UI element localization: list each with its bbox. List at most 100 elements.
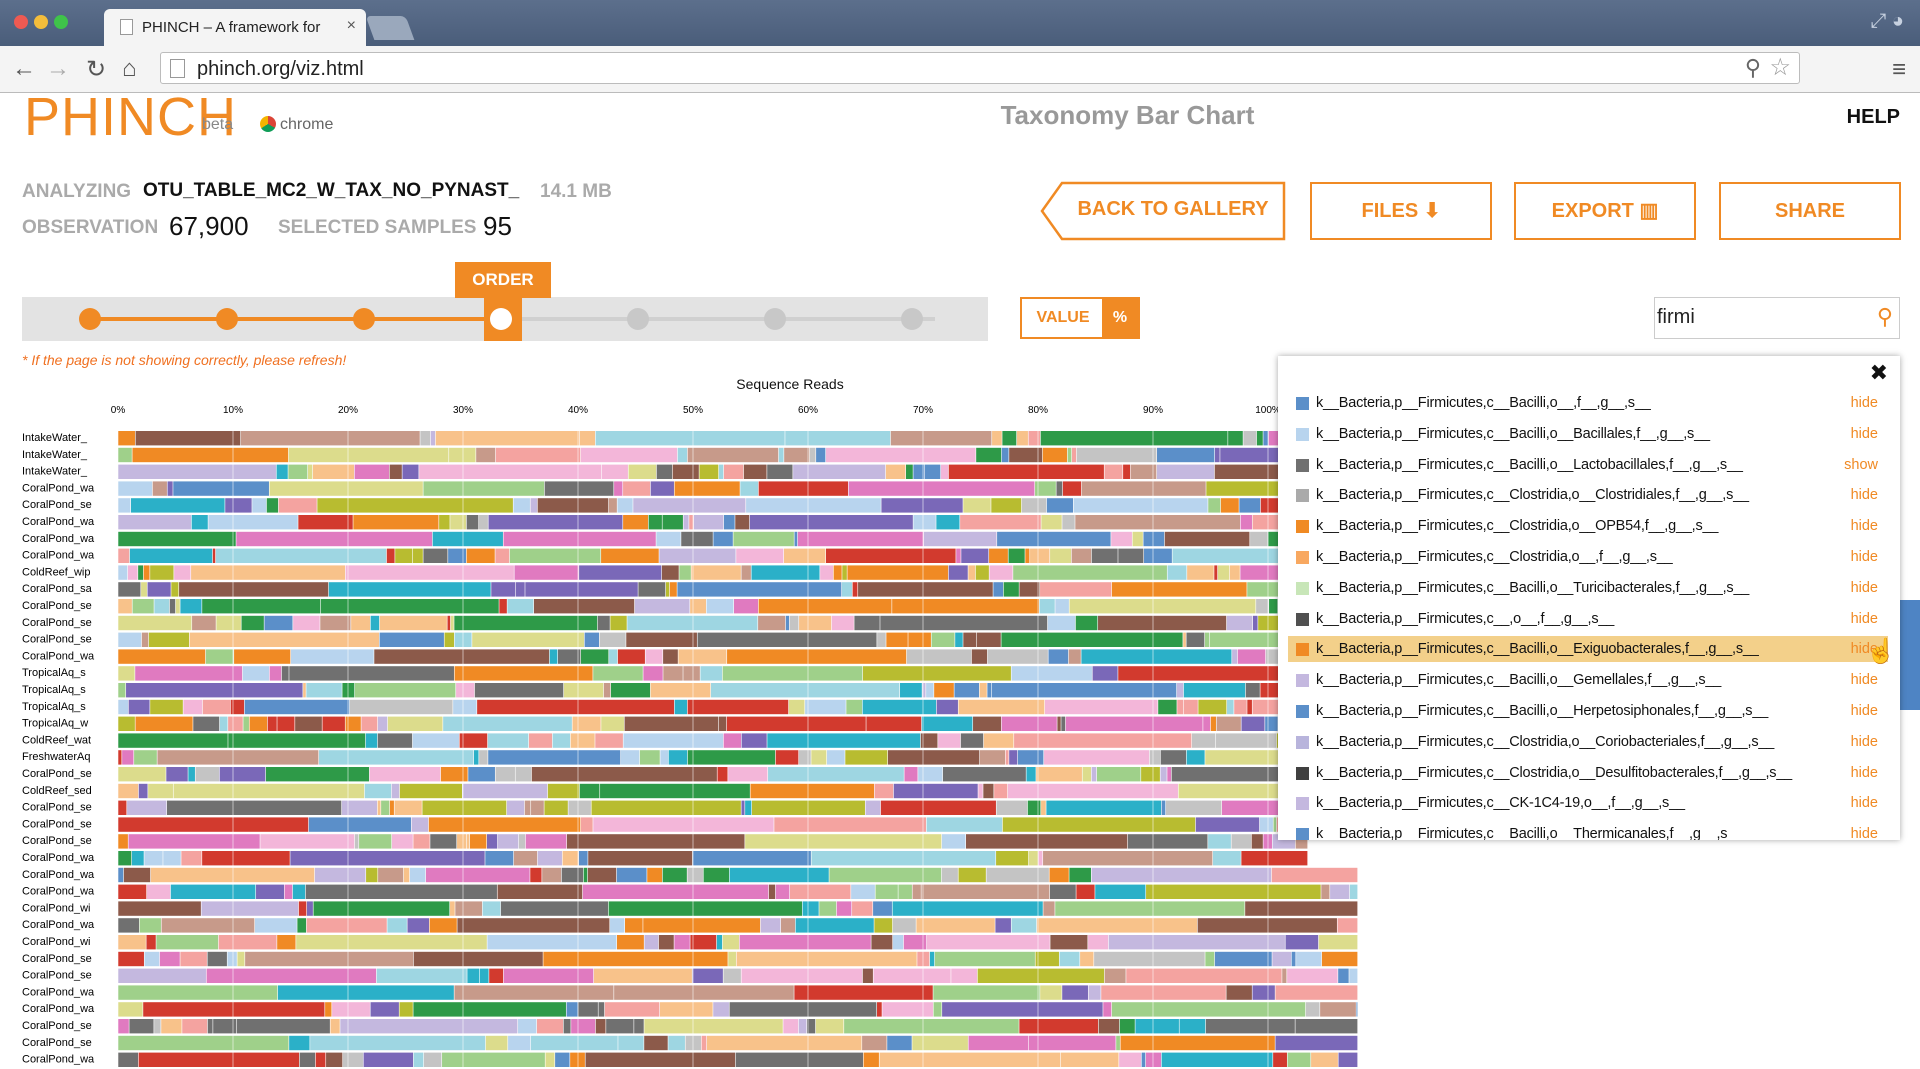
bar-segment[interactable] (741, 800, 745, 815)
bar-segment[interactable] (593, 968, 692, 983)
bar-segment[interactable] (679, 565, 691, 580)
bar-segment[interactable] (609, 649, 618, 664)
bar-segment[interactable] (135, 716, 193, 731)
bar-segment[interactable] (614, 985, 794, 1000)
bar-segment[interactable] (580, 447, 678, 463)
bar-segment[interactable] (992, 431, 1002, 446)
bar-segment[interactable] (647, 867, 663, 883)
bar-segment[interactable] (745, 834, 942, 849)
bar-segment[interactable] (789, 615, 799, 631)
bar-segment[interactable] (644, 1019, 783, 1034)
bar-segment[interactable] (710, 683, 900, 698)
bar-segment[interactable] (852, 901, 873, 916)
bar-segment[interactable] (486, 834, 498, 849)
bar-segment[interactable] (951, 968, 978, 983)
bar-segment[interactable] (1215, 733, 1277, 748)
bar-segment[interactable] (587, 867, 617, 883)
bar-segment[interactable] (1256, 599, 1269, 614)
bar-segment[interactable] (1049, 867, 1069, 883)
hide-link[interactable]: hide (1850, 610, 1878, 627)
bar-segment[interactable] (993, 582, 1004, 597)
bar-segment[interactable] (563, 683, 604, 698)
bar-segment[interactable] (284, 884, 293, 899)
bar-segment[interactable] (1008, 548, 1025, 563)
bar-segment[interactable] (1001, 447, 1009, 463)
bar-segment[interactable] (989, 548, 1008, 563)
bar-segment[interactable] (443, 716, 572, 731)
bar-segment[interactable] (315, 1052, 326, 1067)
bar-segment[interactable] (767, 464, 793, 479)
bar-segment[interactable] (278, 498, 317, 513)
back-icon[interactable]: ← (12, 55, 36, 82)
bar-segment[interactable] (1287, 968, 1338, 983)
bar-segment[interactable] (963, 632, 977, 647)
taxon-row[interactable]: k__Bacteria,p__Firmicutes,c__Bacilli,o__… (1288, 667, 1888, 693)
bar-segment[interactable] (354, 683, 456, 698)
bar-segment[interactable] (563, 1019, 571, 1034)
bar-segment[interactable] (159, 951, 180, 967)
bar-segment[interactable] (668, 750, 688, 765)
bar-segment[interactable] (379, 615, 447, 631)
bar-segment[interactable] (1141, 767, 1160, 782)
bar-segment[interactable] (1050, 548, 1072, 563)
bar-segment[interactable] (456, 683, 475, 698)
bar-segment[interactable] (143, 1002, 325, 1017)
bar-segment[interactable] (290, 649, 374, 664)
bar-segment[interactable] (1197, 918, 1337, 933)
bar-segment[interactable] (377, 800, 381, 815)
taxon-row[interactable]: k__Bacteria,p__Firmicutes,c__Clostridia,… (1288, 760, 1888, 786)
bar-segment[interactable] (122, 750, 134, 765)
bar-segment[interactable] (370, 615, 380, 631)
bar-segment[interactable] (1028, 1035, 1116, 1051)
bar-segment[interactable] (243, 716, 249, 731)
bar-segment[interactable] (174, 565, 191, 580)
bar-segment[interactable] (1011, 666, 1092, 681)
bar-segment[interactable] (726, 716, 866, 731)
bar-segment[interactable] (216, 615, 241, 631)
bar-segment[interactable] (892, 935, 904, 950)
bar-segment[interactable] (289, 666, 454, 681)
bar-segment[interactable] (530, 1035, 618, 1051)
bar-segment[interactable] (1161, 1052, 1273, 1067)
bar-segment[interactable] (601, 716, 624, 731)
bar-segment[interactable] (545, 1052, 555, 1067)
bar-segment[interactable] (249, 716, 268, 731)
bar-segment[interactable] (601, 548, 659, 563)
bar-segment[interactable] (566, 834, 745, 849)
bar-segment[interactable] (1001, 716, 1057, 731)
bar-segment[interactable] (118, 750, 122, 765)
bar-segment[interactable] (386, 548, 395, 563)
bar-segment[interactable] (552, 733, 571, 748)
bar-segment[interactable] (674, 481, 740, 496)
bar-segment[interactable] (692, 968, 723, 983)
bar-segment[interactable] (118, 851, 132, 866)
bar-segment[interactable] (1291, 951, 1296, 967)
bar-segment[interactable] (1088, 985, 1101, 1000)
bar-segment[interactable] (749, 515, 913, 530)
share-button[interactable]: SHARE (1719, 182, 1901, 240)
bar-segment[interactable] (126, 683, 303, 698)
tab-close-icon[interactable]: × (346, 17, 356, 34)
bar-segment[interactable] (938, 733, 961, 748)
bar-segment[interactable] (825, 447, 976, 463)
bar-segment[interactable] (289, 1035, 310, 1051)
bar-segment[interactable] (692, 851, 811, 866)
bar-segment[interactable] (1296, 951, 1322, 967)
bar-segment[interactable] (1030, 548, 1050, 563)
bar-segment[interactable] (620, 750, 640, 765)
bar-segment[interactable] (1208, 834, 1231, 849)
bar-segment[interactable] (161, 918, 255, 933)
bar-segment[interactable] (597, 615, 610, 631)
bar-segment[interactable] (440, 767, 468, 782)
bar-segment[interactable] (195, 767, 220, 782)
bar-segment[interactable] (908, 632, 931, 647)
bar-segment[interactable] (1009, 447, 1043, 463)
bar-segment[interactable] (191, 565, 346, 580)
bar-segment[interactable] (785, 615, 790, 631)
bar-segment[interactable] (1041, 515, 1062, 530)
bar-segment[interactable] (118, 666, 135, 681)
bar-segment[interactable] (118, 615, 192, 631)
bar-segment[interactable] (672, 464, 699, 479)
bar-segment[interactable] (634, 599, 690, 614)
bar-segment[interactable] (1311, 1052, 1338, 1067)
